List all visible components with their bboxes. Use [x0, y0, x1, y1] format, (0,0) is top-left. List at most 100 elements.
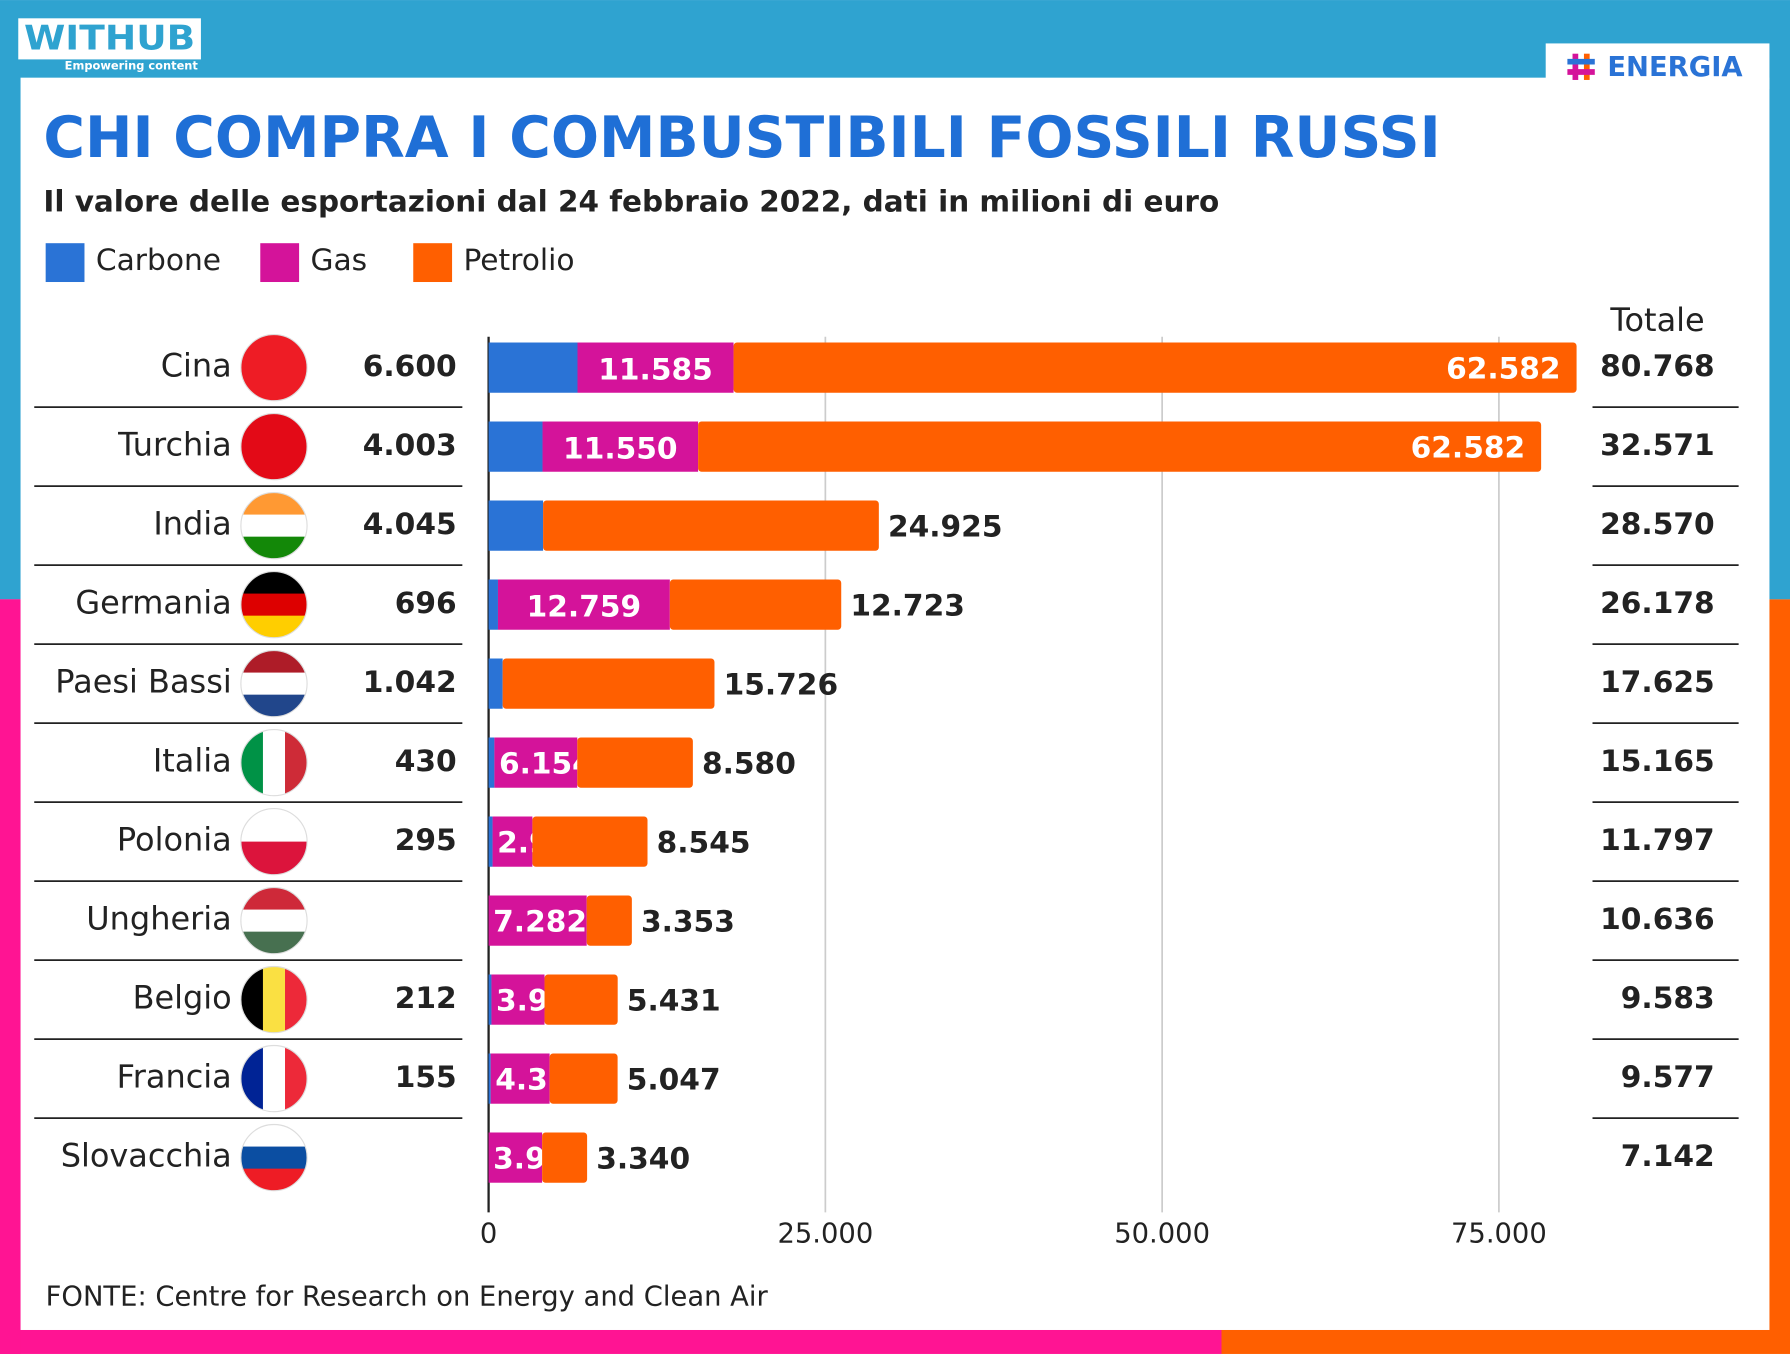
flag-stripe — [240, 966, 264, 1033]
flag-stripe — [240, 536, 308, 559]
flag — [240, 571, 308, 638]
bar-value-label: 11.585 — [598, 352, 713, 387]
carbone-label: 155 — [395, 1059, 457, 1094]
bg-edge — [0, 599, 21, 1354]
flag-stripe — [262, 1045, 286, 1112]
bar-value-label: 12.759 — [527, 589, 642, 624]
bar-value-label: 15.726 — [724, 666, 839, 701]
flag-rim — [240, 649, 308, 718]
subtitle: Il valore delle esportazioni dal 24 febb… — [43, 184, 1219, 219]
bar-value-label: 5.431 — [627, 982, 721, 1017]
flag — [240, 334, 308, 401]
flag-stripe — [240, 413, 308, 480]
flag-stripe — [240, 492, 308, 516]
x-tick-label: 0 — [480, 1219, 497, 1250]
bar-segment — [491, 974, 545, 1025]
total-label: 26.178 — [1600, 585, 1715, 620]
total-label: 15.165 — [1600, 743, 1715, 778]
flag-stripe — [262, 966, 286, 1033]
category-label: Germania — [75, 584, 231, 622]
carbone-label: 430 — [395, 743, 457, 778]
flag — [240, 729, 308, 796]
total-label: 9.577 — [1621, 1059, 1715, 1094]
bar-segment — [733, 342, 1577, 393]
carbone-label: 4.003 — [363, 427, 457, 462]
carbone-label: 212 — [395, 980, 457, 1015]
bar-value-label: 62.582 — [1411, 429, 1526, 464]
total-label: 32.571 — [1600, 427, 1715, 462]
bar-segment — [494, 737, 578, 788]
carbone-label: 6.600 — [363, 348, 457, 383]
tag: ENERGIA — [1607, 52, 1743, 83]
flag-rim — [240, 570, 308, 639]
flag — [240, 413, 308, 480]
bar-value-label: 8.545 — [657, 824, 751, 859]
bar-segment — [490, 1053, 550, 1104]
bar-segment — [488, 816, 493, 867]
tag-box — [1545, 43, 1770, 90]
flag-stripe — [240, 571, 308, 595]
legend-label: Gas — [311, 242, 368, 277]
x-tick-label: 25.000 — [777, 1219, 873, 1250]
chart-title: CHI COMPRA I COMBUSTIBILI FOSSILI RUSSI — [43, 105, 1440, 171]
bar-segment — [586, 895, 632, 946]
flag-rim — [240, 333, 308, 402]
bar-segment — [577, 342, 734, 393]
flag-rim — [240, 807, 308, 876]
flag-stripe — [285, 729, 308, 796]
panel — [20, 77, 1770, 1330]
logo-box — [18, 18, 201, 60]
category-label: Francia — [117, 1058, 232, 1096]
flag-stripe — [240, 931, 308, 954]
total-label: 28.570 — [1600, 506, 1715, 541]
bar-segment — [542, 421, 699, 472]
bar-segment — [544, 974, 618, 1025]
category-label: Ungheria — [86, 900, 231, 938]
bar-value-label: 11.550 — [563, 431, 678, 466]
flag-stripe — [240, 1146, 308, 1170]
bar-segment — [698, 421, 1542, 472]
bar-segment — [488, 658, 503, 709]
bar-segment — [488, 1132, 543, 1183]
carbone-label: 4.045 — [363, 506, 457, 541]
flag-stripe — [240, 1045, 264, 1112]
bar-segment — [549, 1053, 618, 1104]
bar-segment — [542, 1132, 588, 1183]
bar-segment — [488, 737, 495, 788]
flag — [240, 650, 308, 717]
bar-segment — [488, 579, 498, 630]
flag-rim — [240, 728, 308, 797]
total-label: 10.636 — [1600, 901, 1715, 936]
flag-stripe — [285, 1045, 308, 1112]
total-label: 7.142 — [1621, 1138, 1715, 1173]
total-label: 9.583 — [1621, 980, 1715, 1015]
bar-value-label: 62.582 — [1446, 350, 1561, 385]
legend-label: Carbone — [96, 242, 221, 277]
bar-segment — [492, 816, 533, 867]
flag-stripe — [240, 1124, 308, 1148]
logo: WITHUB — [24, 18, 195, 58]
carbone-label: 295 — [395, 822, 457, 857]
tagline: Empowering content — [65, 59, 199, 73]
bar-value-label: 12.723 — [850, 587, 965, 622]
flag-rim — [240, 412, 308, 481]
total-label: 17.625 — [1600, 664, 1715, 699]
source: FONTE: Centre for Research on Energy and… — [46, 1282, 769, 1313]
bar-value-label: 5.047 — [627, 1061, 721, 1096]
carbone-label: 1.042 — [363, 664, 457, 699]
total-label: 80.768 — [1600, 348, 1715, 383]
legend-swatch — [45, 243, 85, 283]
totals-header: Totale — [1609, 301, 1704, 339]
flag-rim — [240, 1044, 308, 1113]
legend-label: Petrolio — [463, 242, 574, 277]
flag-rim — [240, 965, 308, 1034]
bar-segment — [488, 342, 578, 393]
legend-swatch — [260, 243, 300, 283]
flag-stripe — [240, 650, 308, 674]
flag-rim — [240, 491, 308, 560]
flag-stripe — [240, 887, 308, 911]
legend-swatch — [413, 243, 453, 283]
flag — [240, 887, 308, 954]
